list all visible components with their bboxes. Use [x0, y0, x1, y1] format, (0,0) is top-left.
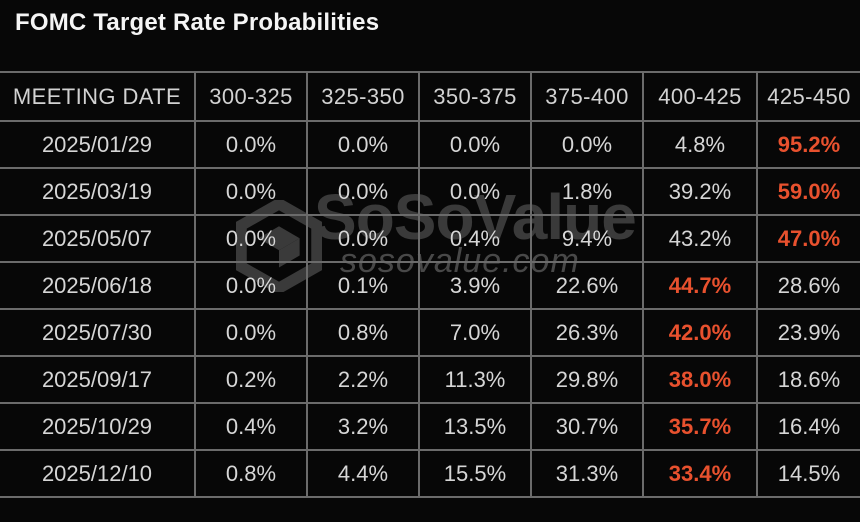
probability-cell: 0.0%: [194, 167, 307, 215]
probability-cell: 3.2%: [306, 402, 419, 450]
probability-cell: 95.2%: [756, 120, 860, 168]
probability-cell: 18.6%: [756, 355, 860, 403]
table-body: 2025/01/29 0.0% 0.0% 0.0% 0.0% 4.8% 95.2% 2025/…: [0, 120, 860, 498]
probability-cell: 0.4%: [194, 402, 307, 450]
probability-cell: 0.0%: [194, 308, 307, 356]
date-cell: 2025/01/29: [0, 120, 195, 168]
probability-cell: 4.8%: [642, 120, 757, 168]
table-row: 2025/07/30 0.0% 0.8% 7.0% 26.3% 42.0% 23.9%: [0, 308, 860, 356]
probability-cell: 59.0%: [756, 167, 860, 215]
probability-cell: 4.4%: [306, 449, 419, 498]
column-header-range: 425-450: [756, 71, 860, 121]
probability-cell: 31.3%: [530, 449, 643, 498]
probability-cell: 28.6%: [756, 261, 860, 309]
header-row: MEETING DATE 300-325 325-350 350-375 375-400…: [0, 71, 860, 121]
table-row: 2025/01/29 0.0% 0.0% 0.0% 0.0% 4.8% 95.2%: [0, 120, 860, 168]
probability-cell: 1.8%: [530, 167, 643, 215]
table-row: 2025/03/19 0.0% 0.0% 0.0% 1.8% 39.2% 59.0%: [0, 167, 860, 215]
probability-cell: 0.8%: [194, 449, 307, 498]
probability-cell: 16.4%: [756, 402, 860, 450]
probability-cell: 0.0%: [530, 120, 643, 168]
probability-cell: 22.6%: [530, 261, 643, 309]
probability-cell: 35.7%: [642, 402, 757, 450]
date-cell: 2025/03/19: [0, 167, 195, 215]
table-row: 2025/06/18 0.0% 0.1% 3.9% 22.6% 44.7% 28.6%: [0, 261, 860, 309]
probability-cell: 13.5%: [418, 402, 531, 450]
probability-cell: 0.0%: [194, 120, 307, 168]
date-cell: 2025/06/18: [0, 261, 195, 309]
probability-cell: 39.2%: [642, 167, 757, 215]
probability-cell: 0.0%: [194, 214, 307, 262]
date-cell: 2025/12/10: [0, 449, 195, 498]
probability-cell: 0.1%: [306, 261, 419, 309]
probability-cell: 38.0%: [642, 355, 757, 403]
probability-cell: 0.0%: [194, 261, 307, 309]
table-row: 2025/10/29 0.4% 3.2% 13.5% 30.7% 35.7% 16.4%: [0, 402, 860, 450]
probability-cell: 0.2%: [194, 355, 307, 403]
table-row: 2025/09/17 0.2% 2.2% 11.3% 29.8% 38.0% 18.6%: [0, 355, 860, 403]
probability-cell: 30.7%: [530, 402, 643, 450]
table-row: 2025/05/07 0.0% 0.0% 0.4% 9.4% 43.2% 47.0%: [0, 214, 860, 262]
date-cell: 2025/09/17: [0, 355, 195, 403]
probability-cell: 42.0%: [642, 308, 757, 356]
probability-cell: 0.0%: [418, 167, 531, 215]
column-header-range: 375-400: [530, 71, 643, 121]
probability-cell: 11.3%: [418, 355, 531, 403]
column-header-range: 325-350: [306, 71, 419, 121]
probability-cell: 0.4%: [418, 214, 531, 262]
probability-cell: 47.0%: [756, 214, 860, 262]
date-cell: 2025/10/29: [0, 402, 195, 450]
probability-cell: 0.0%: [306, 214, 419, 262]
date-cell: 2025/05/07: [0, 214, 195, 262]
column-header-range: 400-425: [642, 71, 757, 121]
table-header: MEETING DATE 300-325 325-350 350-375 375-400…: [0, 71, 860, 121]
probability-cell: 26.3%: [530, 308, 643, 356]
column-header-meeting-date: MEETING DATE: [0, 71, 195, 121]
probability-cell: 9.4%: [530, 214, 643, 262]
column-header-range: 350-375: [418, 71, 531, 121]
probability-cell: 0.0%: [418, 120, 531, 168]
table-row: 2025/12/10 0.8% 4.4% 15.5% 31.3% 33.4% 14.5%: [0, 449, 860, 498]
probability-cell: 44.7%: [642, 261, 757, 309]
probability-cell: 15.5%: [418, 449, 531, 498]
probability-cell: 33.4%: [642, 449, 757, 498]
probability-cell: 7.0%: [418, 308, 531, 356]
probability-cell: 0.0%: [306, 167, 419, 215]
probability-cell: 29.8%: [530, 355, 643, 403]
probability-cell: 23.9%: [756, 308, 860, 356]
probability-cell: 0.8%: [306, 308, 419, 356]
probability-cell: 2.2%: [306, 355, 419, 403]
probability-cell: 0.0%: [306, 120, 419, 168]
probabilities-table: MEETING DATE 300-325 325-350 350-375 375-400…: [0, 71, 860, 498]
probability-cell: 43.2%: [642, 214, 757, 262]
probability-cell: 14.5%: [756, 449, 860, 498]
probability-cell: 3.9%: [418, 261, 531, 309]
date-cell: 2025/07/30: [0, 308, 195, 356]
page-title: FOMC Target Rate Probabilities: [15, 9, 380, 36]
column-header-range: 300-325: [194, 71, 307, 121]
